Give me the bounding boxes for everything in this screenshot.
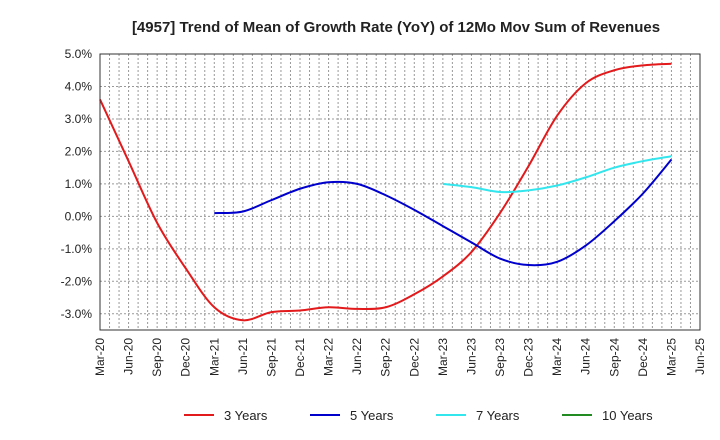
x-tick-label: Jun-21 — [236, 338, 250, 375]
y-axis-ticks: 5.0% 4.0% 3.0% 2.0% 1.0% 0.0% -1.0% -2.0% -3.0% — [61, 47, 93, 321]
x-tick-label: Jun-22 — [350, 338, 364, 375]
x-tick-label: Mar-20 — [93, 338, 107, 376]
y-tick-label: 4.0% — [65, 79, 93, 93]
chart-title: [4957] Trend of Mean of Growth Rate (YoY… — [132, 19, 660, 36]
x-tick-label: Mar-21 — [207, 338, 221, 376]
plot-area — [100, 54, 700, 330]
x-tick-label: Jun-23 — [464, 338, 478, 375]
legend-label-10-years: 10 Years — [602, 408, 653, 423]
y-tick-label: 0.0% — [65, 209, 93, 223]
x-tick-label: Dec-21 — [293, 338, 307, 377]
y-tick-label: 3.0% — [65, 112, 93, 126]
y-tick-label: 1.0% — [65, 177, 93, 191]
x-tick-label: Jun-20 — [122, 338, 136, 375]
x-tick-label: Dec-23 — [522, 338, 536, 377]
y-tick-label: -3.0% — [61, 307, 93, 321]
x-tick-label: Sep-22 — [379, 338, 393, 377]
series-line-7-years — [442, 155, 672, 194]
x-tick-label: Sep-23 — [493, 338, 507, 377]
x-tick-label: Dec-22 — [407, 338, 421, 377]
legend-label-5-years: 5 Years — [350, 408, 394, 423]
x-axis-ticks: Mar-20 Jun-20 Sep-20 Dec-20 Mar-21 Jun-21 Sep-… — [93, 338, 707, 377]
y-tick-label: -1.0% — [61, 242, 93, 256]
x-tick-label: Sep-21 — [264, 338, 278, 377]
plot-frame — [99, 53, 701, 331]
x-tick-label: Sep-24 — [607, 338, 621, 377]
y-tick-label: 5.0% — [65, 47, 93, 61]
x-tick-label: Dec-24 — [636, 338, 650, 377]
x-tick-label: Mar-22 — [322, 338, 336, 376]
grid-lines — [100, 53, 700, 330]
x-tick-label: Mar-23 — [436, 338, 450, 376]
data-series — [99, 62, 673, 322]
x-tick-label: Jun-25 — [693, 338, 707, 375]
x-tick-label: Dec-20 — [179, 338, 193, 377]
x-tick-label: Mar-25 — [664, 338, 678, 376]
legend-label-7-years: 7 Years — [476, 408, 520, 423]
legend: 3 Years 5 Years 7 Years 10 Years — [184, 408, 653, 423]
y-tick-label: -2.0% — [61, 274, 93, 288]
series-line-3-years — [99, 62, 672, 322]
x-tick-label: Mar-24 — [550, 338, 564, 376]
y-tick-label: 2.0% — [65, 144, 93, 158]
x-tick-label: Jun-24 — [579, 338, 593, 375]
legend-label-3-years: 3 Years — [224, 408, 268, 423]
series-line-5-years — [214, 158, 673, 267]
x-tick-label: Sep-20 — [150, 338, 164, 377]
